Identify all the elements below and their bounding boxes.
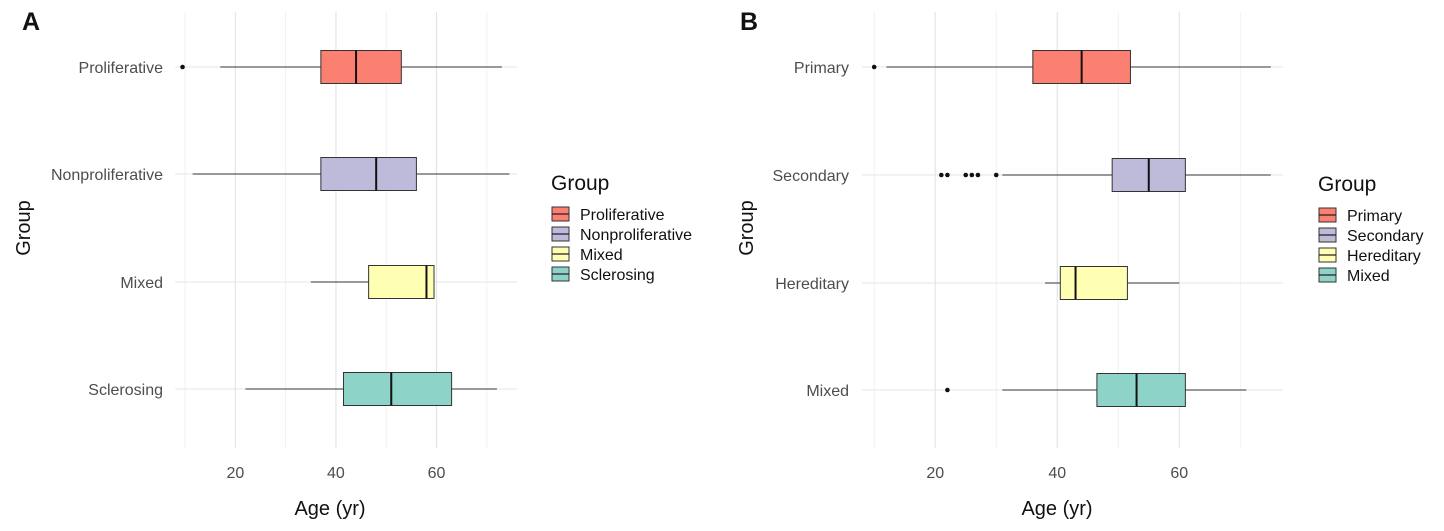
box-iqr	[1096, 373, 1186, 407]
x-tick-label: 20	[226, 465, 244, 482]
panel-b-letter: B	[740, 8, 758, 36]
box-iqr	[320, 50, 402, 84]
y-category-label: Primary	[794, 60, 849, 77]
box-iqr	[320, 157, 417, 191]
outlier-point	[975, 172, 981, 178]
panel-a: A 20 40 60 Proliferative Nonproliferative Mix…	[13, 8, 692, 520]
legend-item: Mixed	[1318, 267, 1390, 285]
legend-label: Secondary	[1347, 228, 1424, 245]
outlier-point	[945, 387, 950, 393]
legend-title: Group	[1318, 173, 1376, 196]
x-tick-label: 40	[1048, 465, 1066, 482]
legend-item: Hereditary	[1318, 247, 1421, 265]
panel-a-letter: A	[22, 8, 40, 36]
legend-label: Mixed	[580, 247, 623, 264]
panel-b: B 20 40 60PrimarySecondaryHereditaryMixed …	[736, 8, 1424, 520]
panel-b-legend: Group Primary Secondary Hereditary Mixed	[1318, 173, 1424, 285]
legend-item: Secondary	[1318, 227, 1424, 245]
legend-item: Proliferative	[551, 206, 665, 224]
outlier-point	[945, 172, 950, 178]
x-tick-label: 40	[327, 465, 345, 482]
box-iqr	[342, 372, 453, 406]
legend-label: Sclerosing	[580, 267, 655, 284]
x-tick-label: 60	[1170, 465, 1188, 482]
legend-item: Nonproliferative	[551, 226, 692, 244]
panel-a-x-axis-title: Age (yr)	[294, 498, 365, 520]
panel-b-y-axis-title: Group	[736, 200, 758, 256]
x-tick-label: 20	[926, 465, 944, 482]
legend-item: Sclerosing	[551, 266, 655, 284]
legend-label: Nonproliferative	[580, 227, 692, 244]
box-iqr	[1059, 266, 1128, 300]
outlier-point	[180, 64, 185, 70]
y-category-label: Nonproliferative	[51, 167, 163, 184]
legend-label: Mixed	[1347, 268, 1390, 285]
panel-b-plot-area: 20 40 60 Primary Secondary Hereditary Mixed	[773, 12, 1283, 482]
panel-b-x-axis-title: Age (yr)	[1021, 498, 1092, 520]
y-category-label: Mixed	[120, 275, 163, 292]
panel-a-legend: Group Proliferative Nonproliferative Mixed S…	[551, 172, 692, 284]
x-tick-label: 60	[428, 465, 446, 482]
outlier-point	[963, 172, 969, 178]
y-category-label: Sclerosing	[88, 382, 163, 399]
outlier-point	[871, 64, 877, 70]
y-category-label: Secondary	[773, 168, 850, 185]
y-category-label: Mixed	[806, 383, 849, 400]
y-category-label: Proliferative	[79, 60, 164, 77]
legend-label: Hereditary	[1347, 248, 1421, 265]
box-iqr	[368, 265, 435, 299]
y-category-label: Hereditary	[775, 276, 849, 293]
legend-item: Primary	[1318, 207, 1402, 225]
legend-label: Proliferative	[580, 207, 665, 224]
outlier-point	[969, 172, 975, 178]
legend-title: Group	[551, 172, 609, 195]
outlier-point	[939, 172, 944, 178]
legend-label: Primary	[1347, 208, 1402, 225]
panel-a-plot-area: 20 40 60 Proliferative Nonproliferative Mixed…	[51, 12, 517, 482]
legend-item: Mixed	[551, 246, 623, 264]
panel-a-y-axis-title: Group	[13, 200, 35, 256]
outlier-point	[993, 172, 999, 178]
